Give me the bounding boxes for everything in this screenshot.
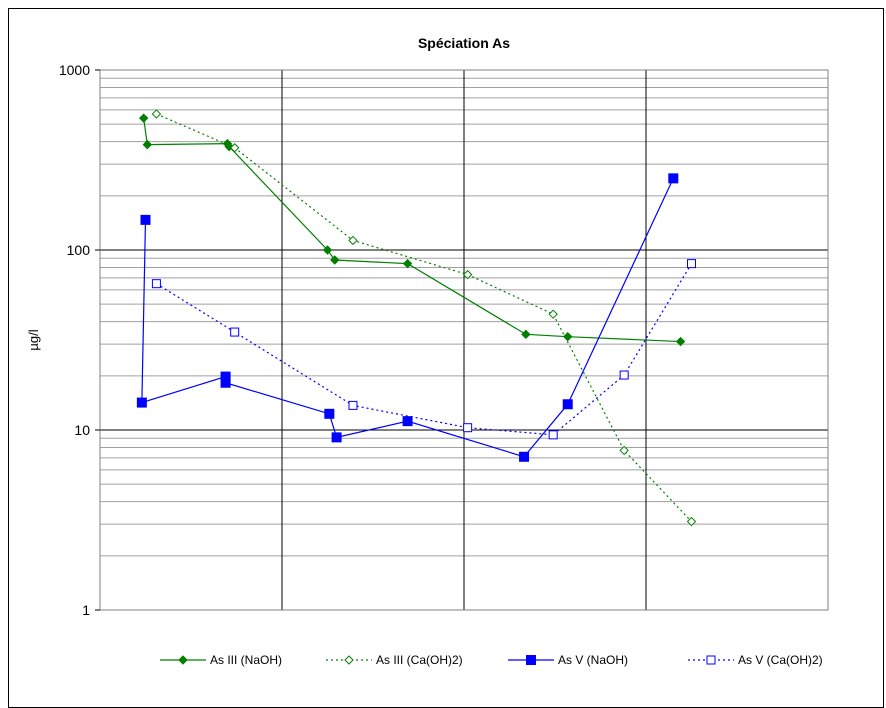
series-line — [143, 118, 681, 343]
data-point — [229, 143, 240, 153]
y-tick-label: 1 — [82, 602, 90, 618]
y-tick-label: 10 — [74, 422, 90, 438]
data-point — [136, 397, 147, 408]
series-line — [141, 178, 674, 458]
data-point — [463, 423, 473, 433]
data-point — [686, 516, 697, 527]
data-point — [462, 269, 473, 280]
data-point — [548, 430, 558, 440]
data-point — [526, 655, 536, 665]
legend-item: As III (NaOH) — [160, 653, 282, 667]
line-chart: Spéciation As µg/l 1 10 100 1000 As III (Na… — [26, 35, 829, 667]
legend-label: As III (Ca(OH)2) — [376, 653, 463, 667]
data-point — [348, 400, 358, 410]
data-point — [519, 451, 530, 462]
data-point — [521, 329, 531, 340]
data-point — [344, 655, 354, 665]
data-point — [331, 432, 342, 443]
data-point — [675, 336, 686, 347]
y-tick-label: 100 — [67, 242, 91, 258]
series — [136, 173, 679, 462]
data-point — [668, 173, 679, 184]
data-point — [687, 259, 696, 269]
data-point — [151, 109, 162, 119]
legend-item: As V (Ca(OH)2) — [688, 653, 823, 667]
data-point — [562, 399, 573, 410]
legend-label: As III (NaOH) — [210, 653, 282, 667]
data-point — [324, 408, 335, 419]
y-tick-label: 1000 — [59, 62, 90, 78]
data-point — [330, 255, 340, 265]
data-point — [178, 655, 188, 665]
data-point — [140, 214, 151, 225]
legend-label: As V (Ca(OH)2) — [738, 653, 823, 667]
plot-border — [99, 69, 829, 611]
series — [151, 259, 696, 440]
legend-label: As V (NaOH) — [558, 653, 628, 667]
data-point — [142, 139, 153, 150]
series — [151, 109, 697, 527]
data-point — [348, 235, 358, 246]
chart-title: Spéciation As — [418, 35, 510, 51]
data-point — [151, 279, 161, 289]
data-point — [619, 370, 629, 380]
y-axis-ticks: 1 10 100 1000 — [59, 62, 100, 618]
data-point — [706, 655, 716, 665]
series-group — [136, 109, 697, 527]
data-point — [548, 309, 558, 319]
legend-item: As III (Ca(OH)2) — [326, 653, 463, 667]
plot-area — [99, 69, 829, 611]
legend-item: As V (NaOH) — [508, 653, 628, 667]
data-point — [322, 245, 333, 255]
y-axis-label: µg/l — [26, 329, 41, 350]
data-point — [138, 113, 149, 123]
data-point — [220, 377, 231, 388]
data-point — [619, 445, 629, 456]
legend: As III (NaOH) As III (Ca(OH)2) As V (NaOH)… — [160, 653, 823, 667]
data-point — [402, 416, 413, 427]
data-point — [230, 327, 240, 337]
data-point — [402, 258, 413, 269]
